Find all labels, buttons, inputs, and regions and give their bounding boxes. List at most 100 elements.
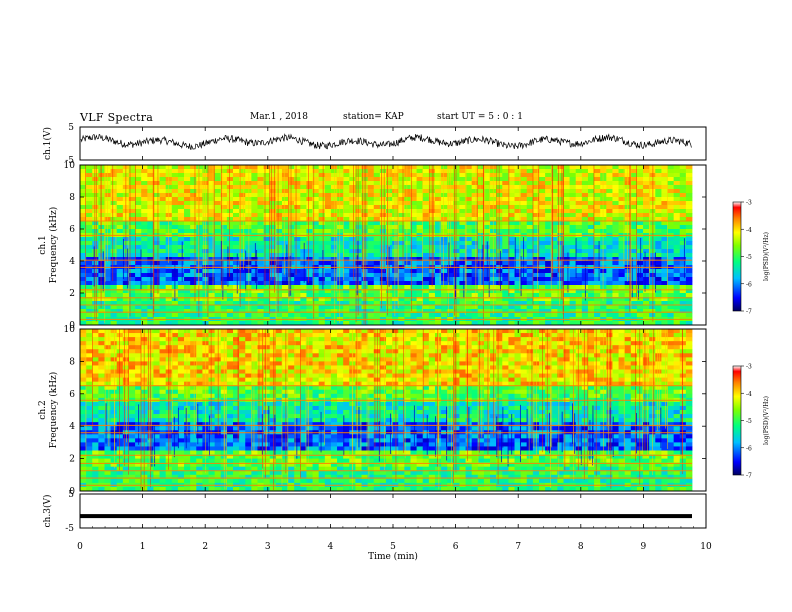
- spectrogram-cell: [575, 221, 583, 226]
- spectrogram-cell: [630, 261, 638, 266]
- spectrogram-cell: [594, 181, 601, 186]
- spectrogram-cell: [569, 193, 577, 198]
- spectrogram-cell: [649, 193, 656, 198]
- spectrogram-cell: [649, 321, 656, 326]
- spectrogram-cell: [551, 281, 558, 286]
- spectrogram-cell: [177, 241, 185, 246]
- spectrogram-cell: [80, 169, 87, 174]
- spectrogram-cell: [337, 349, 344, 354]
- spectrogram-cell: [300, 277, 307, 282]
- spectrogram-cell: [153, 353, 160, 358]
- spectrogram-cell: [86, 189, 93, 194]
- spectrogram-cell: [141, 309, 148, 314]
- spectrogram-cell: [141, 173, 148, 178]
- spectrogram-cell: [630, 245, 638, 250]
- spectrogram-cell: [147, 321, 154, 326]
- spectrogram-cell: [685, 241, 693, 246]
- spectrogram-cell: [630, 189, 638, 194]
- spectrogram-cell: [679, 209, 687, 214]
- spectrogram-cell: [239, 349, 246, 354]
- spectrogram-cell: [655, 165, 662, 170]
- spectrogram-cell: [612, 213, 619, 218]
- spectrogram-cell: [373, 169, 381, 174]
- spectrogram-cell: [520, 177, 528, 182]
- spectrogram-cell: [208, 173, 216, 178]
- spectrogram-cell: [655, 257, 662, 262]
- spectrogram-cell: [318, 257, 326, 262]
- spectrogram-cell: [398, 197, 405, 202]
- spectrogram-cell: [165, 273, 173, 278]
- spectrogram-cell: [263, 193, 271, 198]
- spectrogram-cell: [147, 245, 154, 250]
- spectrogram-cell: [636, 169, 644, 174]
- spectrogram-cell: [337, 225, 344, 230]
- spectrogram-cell: [269, 341, 277, 346]
- spectrogram-cell: [441, 349, 448, 354]
- spectrogram-cell: [575, 281, 583, 286]
- spectrogram-cell: [618, 305, 626, 310]
- spectrogram-cell: [288, 277, 295, 282]
- spectrogram-cell: [569, 313, 577, 318]
- spectrogram-cell: [594, 177, 601, 182]
- spectrogram-cell: [128, 177, 136, 182]
- spectrogram-cell: [171, 241, 179, 246]
- spectrogram-cell: [184, 217, 191, 222]
- spectrogram-cell: [104, 321, 111, 326]
- spectrogram-cell: [624, 321, 632, 326]
- spectrogram-cell: [673, 169, 681, 174]
- spectrogram-cell: [263, 273, 271, 278]
- spectrogram-cell: [288, 357, 295, 362]
- spectrogram-cell: [233, 225, 240, 230]
- spectrogram-cell: [587, 349, 595, 354]
- spectrogram-cell: [514, 205, 522, 210]
- spectrogram-cell: [190, 225, 197, 230]
- spectrogram-cell: [128, 221, 136, 226]
- spectrogram-cell: [196, 309, 203, 314]
- spectrogram-cell: [398, 309, 405, 314]
- spectrogram-cell: [263, 349, 271, 354]
- spectrogram-cell: [208, 285, 216, 290]
- spectrogram-cell: [551, 217, 558, 222]
- spectrogram-cell: [214, 229, 222, 234]
- spectrogram-cell: [153, 229, 160, 234]
- spectrogram-cell: [86, 285, 93, 290]
- spectrogram-cell: [86, 257, 93, 262]
- spectrogram-cell: [269, 237, 277, 242]
- spectrogram-cell: [300, 253, 307, 258]
- spectrogram-cell: [306, 349, 313, 354]
- spectrogram-cell: [171, 229, 179, 234]
- spectrogram-cell: [624, 329, 632, 334]
- spectrogram-cell: [416, 349, 424, 354]
- spectrogram-cell: [667, 293, 675, 298]
- spectrogram-cell: [208, 197, 216, 202]
- spectrogram-cell: [685, 305, 693, 310]
- spectrogram-cell: [428, 309, 436, 314]
- spectrogram-cell: [514, 165, 522, 170]
- spectrogram-cell: [398, 345, 405, 350]
- spectrogram-cell: [220, 249, 228, 254]
- spectrogram-cell: [220, 173, 228, 178]
- spectrogram-cell: [392, 333, 399, 338]
- spectrogram-cell: [208, 209, 216, 214]
- spectrogram-cell: [367, 277, 375, 282]
- spectrogram-cell: [569, 169, 577, 174]
- spectrogram-cell: [410, 281, 417, 286]
- spectrogram-cell: [404, 229, 411, 234]
- spectrogram-cell: [422, 225, 430, 230]
- spectrogram-cell: [318, 341, 326, 346]
- spectrogram-cell: [422, 249, 430, 254]
- spectrogram-cell: [563, 185, 570, 190]
- spectrogram-cell: [300, 293, 307, 298]
- spectrogram-cell: [447, 341, 454, 346]
- spectrogram-cell: [86, 217, 93, 222]
- spectrogram-cell: [465, 201, 473, 206]
- spectrogram-cell: [404, 289, 411, 294]
- spectrogram-cell: [618, 165, 626, 170]
- spectrogram-cell: [110, 241, 118, 246]
- spectrogram-cell: [587, 309, 595, 314]
- spectrogram-cell: [636, 341, 644, 346]
- spectrogram-cell: [477, 225, 485, 230]
- spectrogram-cell: [135, 165, 142, 170]
- spectrogram-cell: [275, 225, 283, 230]
- spectrogram-cell: [80, 189, 87, 194]
